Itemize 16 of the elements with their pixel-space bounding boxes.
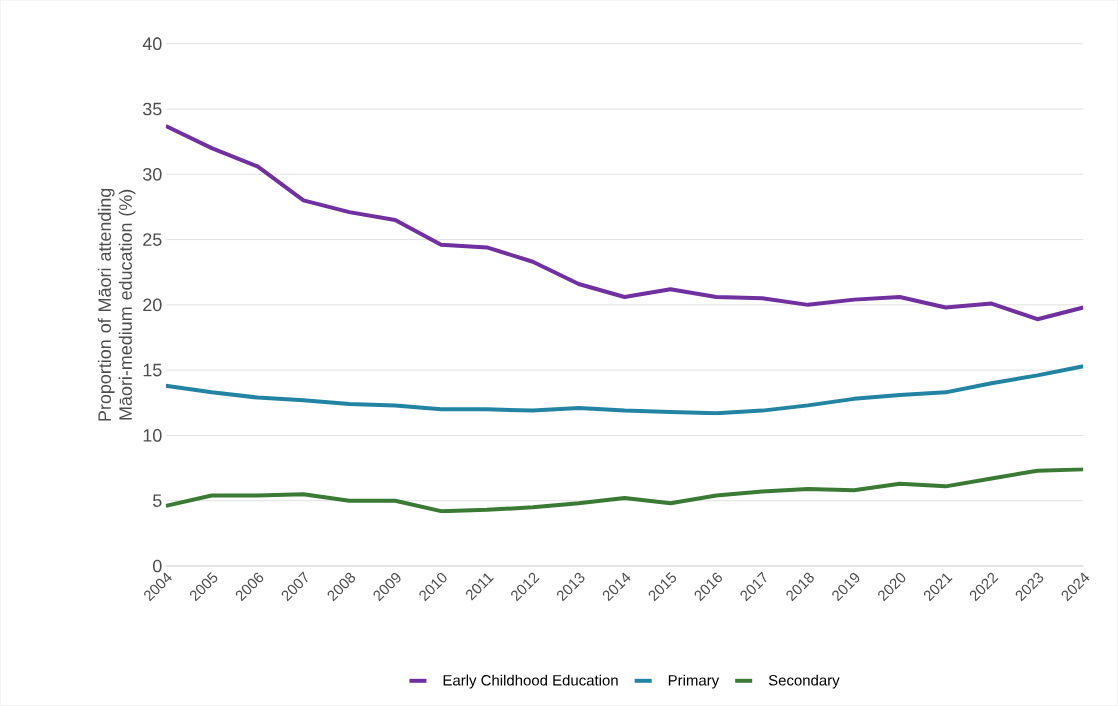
legend-label: Secondary [768,674,840,689]
y-axis-title: Proportion of Māori attending Māori-medium education (%) [97,188,136,421]
y-tick-label: 20 [143,298,162,312]
y-tick-label: 15 [143,363,162,377]
y-tick-label: 5 [153,494,162,508]
line-series [165,467,1084,514]
y-tick-label: 35 [143,102,162,116]
y-tick-label: 10 [143,429,162,442]
y-tick-label: 40 [142,37,162,51]
y-tick-label: 0 [153,559,162,573]
legend-label: Early Childhood Education [443,674,618,689]
legend-label: Primary [668,674,720,689]
y-tick-label: 30 [143,168,162,181]
line-series [165,124,1084,322]
y-tick-label: 25 [143,233,162,247]
line-series [165,364,1084,416]
